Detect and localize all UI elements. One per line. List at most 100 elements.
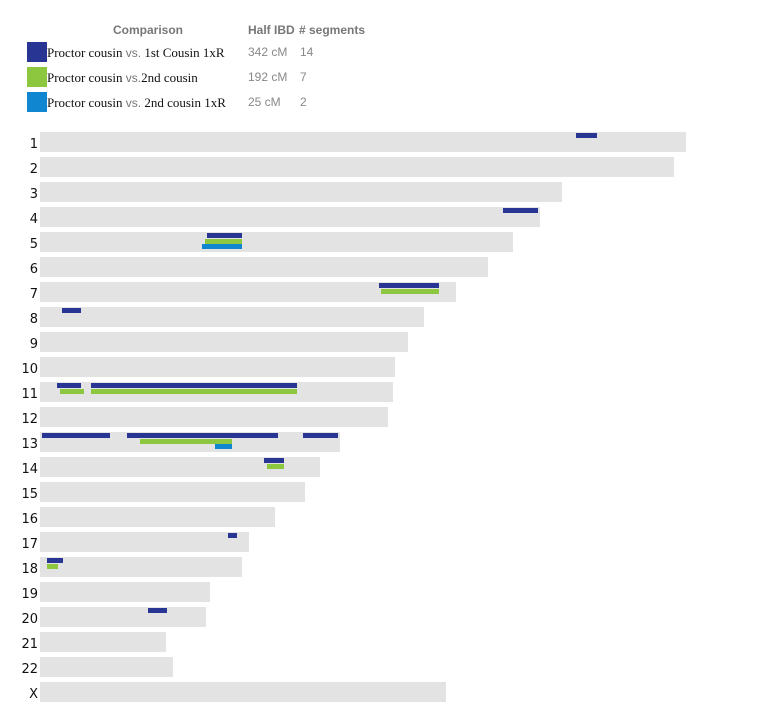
ibd-segment[interactable] <box>267 463 284 469</box>
chromosome-bar <box>40 607 206 627</box>
chromosome-row-15: 15 <box>0 482 768 502</box>
chromosome-label: 4 <box>29 212 38 227</box>
chromosome-label: 12 <box>21 412 38 427</box>
legend-row-2nd-cousin: Proctor cousin vs.2nd cousin 192 cM 7 <box>0 67 400 89</box>
chromosome-label: 19 <box>21 587 38 602</box>
chromosome-bar <box>40 282 456 302</box>
segment-count: 7 <box>300 70 307 84</box>
chromosome-row-8: 8 <box>0 307 768 327</box>
chromosome-label: 2 <box>29 162 38 177</box>
ibd-segment[interactable] <box>205 238 242 244</box>
chromosome-label: 13 <box>21 437 38 452</box>
chromosome-bar <box>40 682 446 702</box>
ibd-segment[interactable] <box>42 433 110 438</box>
chromosome-row-16: 16 <box>0 507 768 527</box>
chromosome-bar <box>40 257 488 277</box>
chromosome-bar <box>40 532 249 552</box>
chromosome-label: 21 <box>21 637 38 652</box>
chromosome-bar <box>40 632 166 652</box>
color-swatch <box>27 42 47 62</box>
chromosome-bar <box>40 432 340 452</box>
chromosome-row-3: 3 <box>0 182 768 202</box>
chromosome-label: 16 <box>21 512 38 527</box>
ibd-segment[interactable] <box>576 133 597 138</box>
legend-row-2nd-cousin-1xr: Proctor cousin vs. 2nd cousin 1xR 25 cM … <box>0 92 400 114</box>
chromosome-label: 18 <box>21 562 38 577</box>
chromosome-bar <box>40 182 562 202</box>
chromosome-row-5: 5 <box>0 232 768 252</box>
ibd-segment[interactable] <box>140 438 232 444</box>
half-ibd-value: 342 cM <box>248 45 288 59</box>
chromosome-row-10: 10 <box>0 357 768 377</box>
chromosome-label: 11 <box>21 387 38 402</box>
chromosome-row-11: 11 <box>0 382 768 402</box>
ibd-segment[interactable] <box>127 433 278 438</box>
chromosome-label: 3 <box>29 187 38 202</box>
legend: Comparison Half IBD # segments Proctor c… <box>0 0 400 120</box>
chromosome-row-1: 1 <box>0 132 768 152</box>
chromosome-label: 7 <box>29 287 38 302</box>
ibd-segment[interactable] <box>91 388 297 394</box>
chromosome-bar <box>40 407 388 427</box>
chromosome-bar <box>40 457 320 477</box>
chromosome-label: 5 <box>29 237 38 252</box>
ibd-segment[interactable] <box>62 308 81 313</box>
chromosome-row-6: 6 <box>0 257 768 277</box>
chromosome-label: 17 <box>21 537 38 552</box>
ibd-segment[interactable] <box>228 533 237 538</box>
chromosome-row-20: 20 <box>0 607 768 627</box>
chromosome-row-14: 14 <box>0 457 768 477</box>
chromosome-bar <box>40 382 393 402</box>
chromosome-label: 14 <box>21 462 38 477</box>
chromosome-bar <box>40 482 305 502</box>
chromosome-bar <box>40 557 242 577</box>
comparison-label: Proctor cousin vs.2nd cousin <box>47 70 198 85</box>
segment-count: 14 <box>300 45 314 59</box>
chromosome-label: 6 <box>29 262 38 277</box>
ibd-segment[interactable] <box>381 288 439 294</box>
ibd-segment[interactable] <box>47 558 63 563</box>
chromosome-bar <box>40 332 408 352</box>
segment-count: 2 <box>300 95 307 109</box>
chromosome-bar <box>40 232 513 252</box>
chromosome-row-19: 19 <box>0 582 768 602</box>
ibd-segment[interactable] <box>47 563 58 569</box>
ibd-segment[interactable] <box>148 608 167 613</box>
chromosome-row-x: X <box>0 682 768 702</box>
chromosome-label: 1 <box>29 137 38 152</box>
ibd-segment[interactable] <box>57 383 81 388</box>
chromosome-bar <box>40 507 275 527</box>
legend-header-segments: # segments <box>299 23 366 37</box>
chromosome-row-21: 21 <box>0 632 768 652</box>
ibd-segment[interactable] <box>207 233 242 238</box>
ibd-segment[interactable] <box>60 388 84 394</box>
chromosome-row-7: 7 <box>0 282 768 302</box>
legend-header-half-ibd: Half IBD <box>248 23 295 37</box>
ibd-segment[interactable] <box>379 283 439 288</box>
chromosome-label: 8 <box>29 312 38 327</box>
chromosome-label: 10 <box>21 362 38 377</box>
ibd-segment[interactable] <box>202 244 242 249</box>
chromosome-bar <box>40 357 395 377</box>
ibd-segment[interactable] <box>264 458 284 463</box>
chromosome-row-2: 2 <box>0 157 768 177</box>
chromosome-bar <box>40 207 540 227</box>
chromosome-label: 9 <box>29 337 38 352</box>
half-ibd-value: 192 cM <box>248 70 288 84</box>
ibd-segment[interactable] <box>215 444 232 449</box>
chromosome-bar <box>40 657 173 677</box>
chromosome-label: 15 <box>21 487 38 502</box>
legend-row-1st-cousin-1xr: Proctor cousin vs. 1st Cousin 1xR 342 cM… <box>0 42 400 64</box>
comparison-label: Proctor cousin vs. 1st Cousin 1xR <box>47 45 225 60</box>
chromosome-row-17: 17 <box>0 532 768 552</box>
chromosome-row-13: 13 <box>0 432 768 452</box>
color-swatch <box>27 92 47 112</box>
chromosome-row-18: 18 <box>0 557 768 577</box>
chromosome-label: 22 <box>21 662 38 677</box>
color-swatch <box>27 67 47 87</box>
ibd-segment[interactable] <box>303 433 338 438</box>
ibd-segment[interactable] <box>503 208 538 213</box>
ibd-segment[interactable] <box>91 383 297 388</box>
chromosome-row-22: 22 <box>0 657 768 677</box>
chromosome-row-9: 9 <box>0 332 768 352</box>
